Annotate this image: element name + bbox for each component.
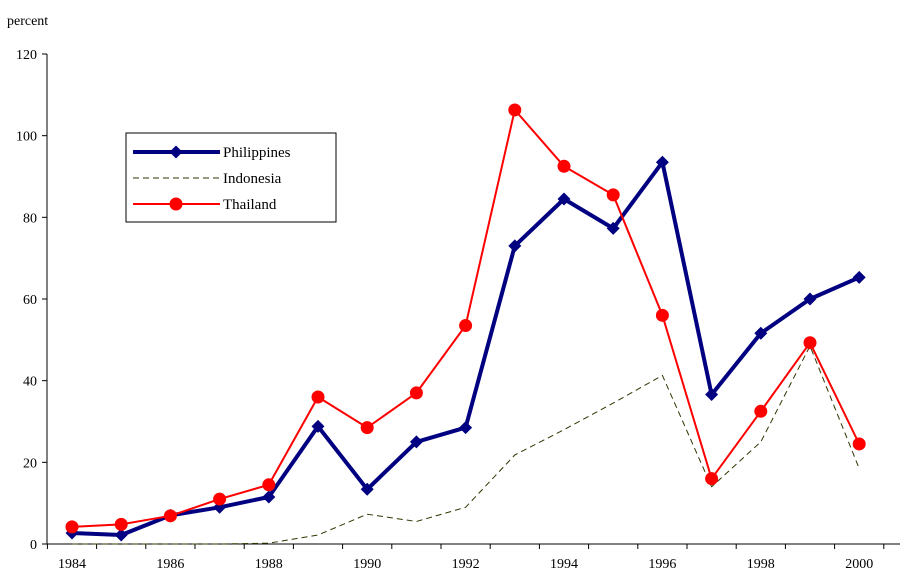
data-point	[409, 435, 423, 449]
legend-label: Thailand	[223, 197, 277, 213]
x-tick-label: 1988	[255, 557, 283, 572]
legend-marker	[169, 145, 183, 159]
data-point	[409, 386, 423, 400]
data-point	[360, 421, 374, 435]
legend: Philippines Indonesia Thailand	[125, 132, 337, 223]
data-point	[803, 292, 817, 306]
y-tick-label: 40	[23, 375, 37, 390]
data-point	[606, 188, 620, 202]
y-tick-label: 60	[23, 293, 37, 308]
x-tick-label: 2000	[845, 557, 873, 572]
data-point	[459, 421, 473, 435]
data-point	[311, 419, 325, 433]
data-point	[852, 437, 866, 451]
y-tick-label: 120	[16, 48, 37, 63]
data-point	[803, 336, 817, 350]
data-point	[163, 509, 177, 523]
data-point	[557, 192, 571, 206]
x-tick-label: 1984	[58, 557, 86, 572]
data-point	[114, 517, 128, 531]
y-tick-label: 20	[23, 456, 37, 471]
data-point	[606, 221, 620, 235]
data-point	[311, 390, 325, 404]
series-thailand	[65, 103, 866, 534]
series-layer	[65, 103, 866, 545]
x-tick-label: 1996	[648, 557, 676, 572]
axes: 0 20 40 60 80 100 120 1984 1986 1988 1990 1992 1994 1…	[16, 48, 900, 572]
legend-item: Indonesia	[133, 171, 282, 187]
series-indonesia	[72, 345, 860, 545]
legend-marker	[169, 197, 183, 211]
data-point	[655, 155, 669, 169]
legend-item: Thailand	[133, 197, 277, 213]
data-point	[754, 326, 768, 340]
x-tick-label: 1990	[353, 557, 381, 572]
legend-item: Philippines	[133, 145, 291, 161]
data-point	[360, 482, 374, 496]
legend-box	[125, 132, 337, 223]
legend-label: Indonesia	[223, 171, 282, 187]
data-point	[508, 103, 522, 117]
legend-label: Philippines	[223, 145, 291, 161]
series-line	[72, 345, 860, 545]
x-tick-label: 1994	[550, 557, 578, 572]
series-philippines	[65, 155, 866, 542]
data-point	[213, 492, 227, 506]
data-point	[262, 478, 276, 492]
data-point	[557, 159, 571, 173]
data-point	[65, 520, 79, 534]
x-tick-label: 1992	[452, 557, 480, 572]
data-point	[114, 528, 128, 542]
x-tick-label: 1986	[156, 557, 184, 572]
data-point	[262, 490, 276, 504]
data-point	[852, 270, 866, 284]
y-tick-label: 80	[23, 211, 37, 226]
data-point	[705, 472, 719, 486]
y-tick-label: 0	[30, 538, 37, 553]
y-tick-label: 100	[16, 130, 37, 145]
data-point	[754, 404, 768, 418]
data-point	[705, 388, 719, 402]
x-tick-label: 1998	[747, 557, 775, 572]
data-point	[459, 319, 473, 333]
data-point	[508, 239, 522, 253]
data-point	[655, 308, 669, 322]
y-axis-label: percent	[7, 14, 48, 29]
